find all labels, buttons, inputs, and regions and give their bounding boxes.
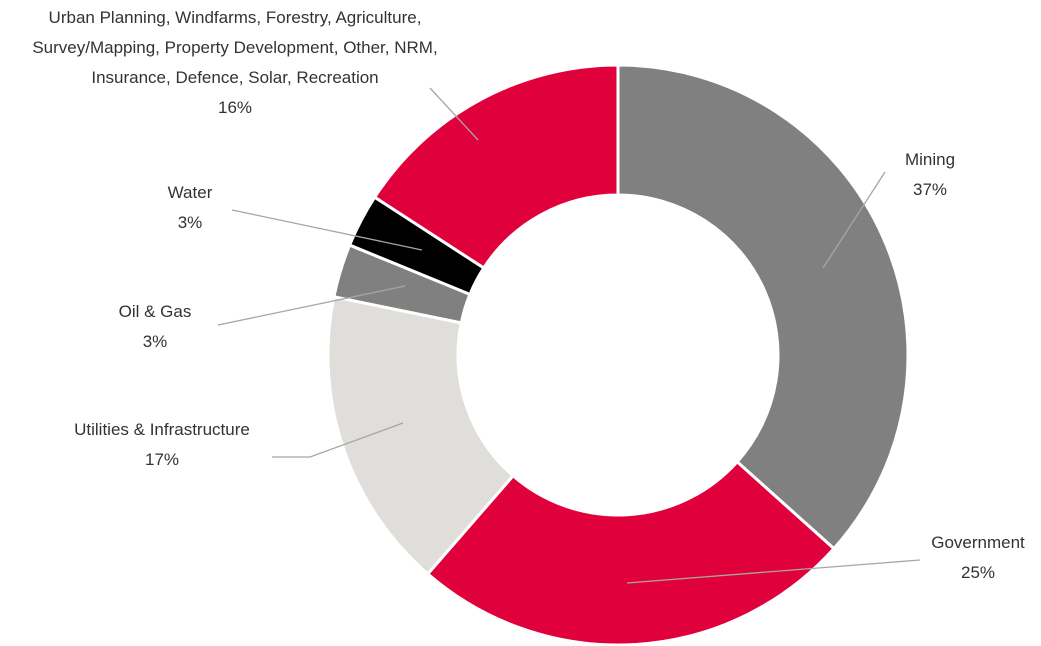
- category-name: Urban Planning, Windfarms, Forestry, Agr…: [32, 8, 438, 87]
- leader-line: [626, 559, 921, 584]
- leader-line: [429, 87, 479, 141]
- category-name: Water: [167, 183, 213, 202]
- slice-label: Urban Planning, Windfarms, Forestry, Agr…: [25, 3, 445, 123]
- slice-label: Government 25%: [900, 528, 1041, 588]
- value-label: 16%: [217, 98, 253, 117]
- leader-line: [217, 285, 406, 326]
- category-name: Utilities & Infrastructure: [74, 420, 250, 439]
- value-label: 25%: [960, 563, 996, 582]
- donut-slice: [616, 63, 910, 551]
- leader-line: [272, 422, 404, 458]
- leader-line: [231, 209, 423, 251]
- slice-label: Utilities & Infrastructure 17%: [72, 415, 252, 475]
- donut-slice: [425, 459, 837, 646]
- donut-slice: [372, 63, 620, 271]
- category-name: Government: [931, 533, 1025, 552]
- value-label: 37%: [912, 180, 948, 199]
- slice-label: Water 3%: [130, 178, 250, 238]
- value-label: 3%: [177, 213, 203, 232]
- value-label: 17%: [144, 450, 180, 469]
- slice-label: Oil & Gas 3%: [95, 297, 215, 357]
- slice-label: Mining 37%: [860, 145, 1000, 205]
- value-label: 3%: [142, 332, 168, 351]
- donut-slice: [326, 294, 516, 577]
- category-name: Mining: [904, 150, 956, 169]
- category-name: Oil & Gas: [118, 302, 192, 321]
- leader-line: [822, 171, 886, 269]
